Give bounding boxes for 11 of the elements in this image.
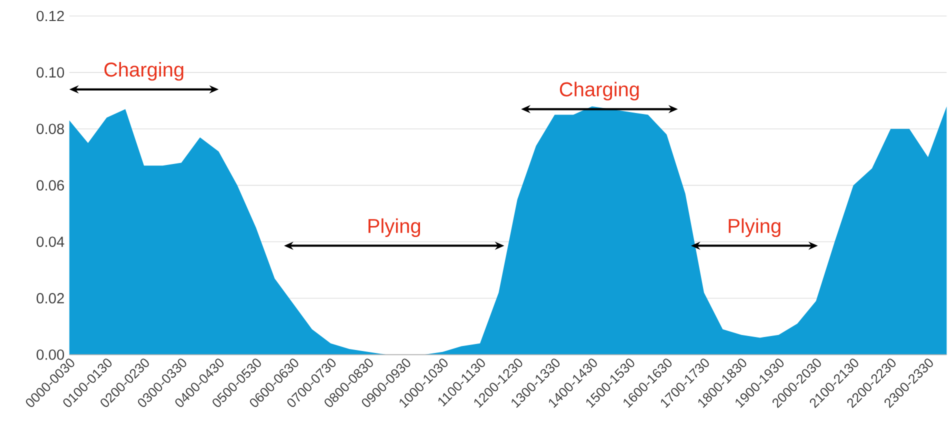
y-tick-label: 0.00 bbox=[36, 349, 64, 360]
y-tick-label: 0.12 bbox=[36, 10, 64, 22]
annotation: Charging bbox=[560, 82, 639, 100]
y-tick-label: 0.10 bbox=[36, 67, 64, 78]
annotation: Charging bbox=[104, 62, 184, 81]
annotation: Plying bbox=[728, 218, 780, 238]
y-tick-label: 0.06 bbox=[36, 180, 64, 191]
y-tick-label: 0.04 bbox=[36, 236, 64, 247]
y-tick-label: 0.02 bbox=[36, 293, 64, 304]
annotation: Plying bbox=[368, 218, 420, 238]
y-tick-label: 0.08 bbox=[36, 124, 64, 134]
